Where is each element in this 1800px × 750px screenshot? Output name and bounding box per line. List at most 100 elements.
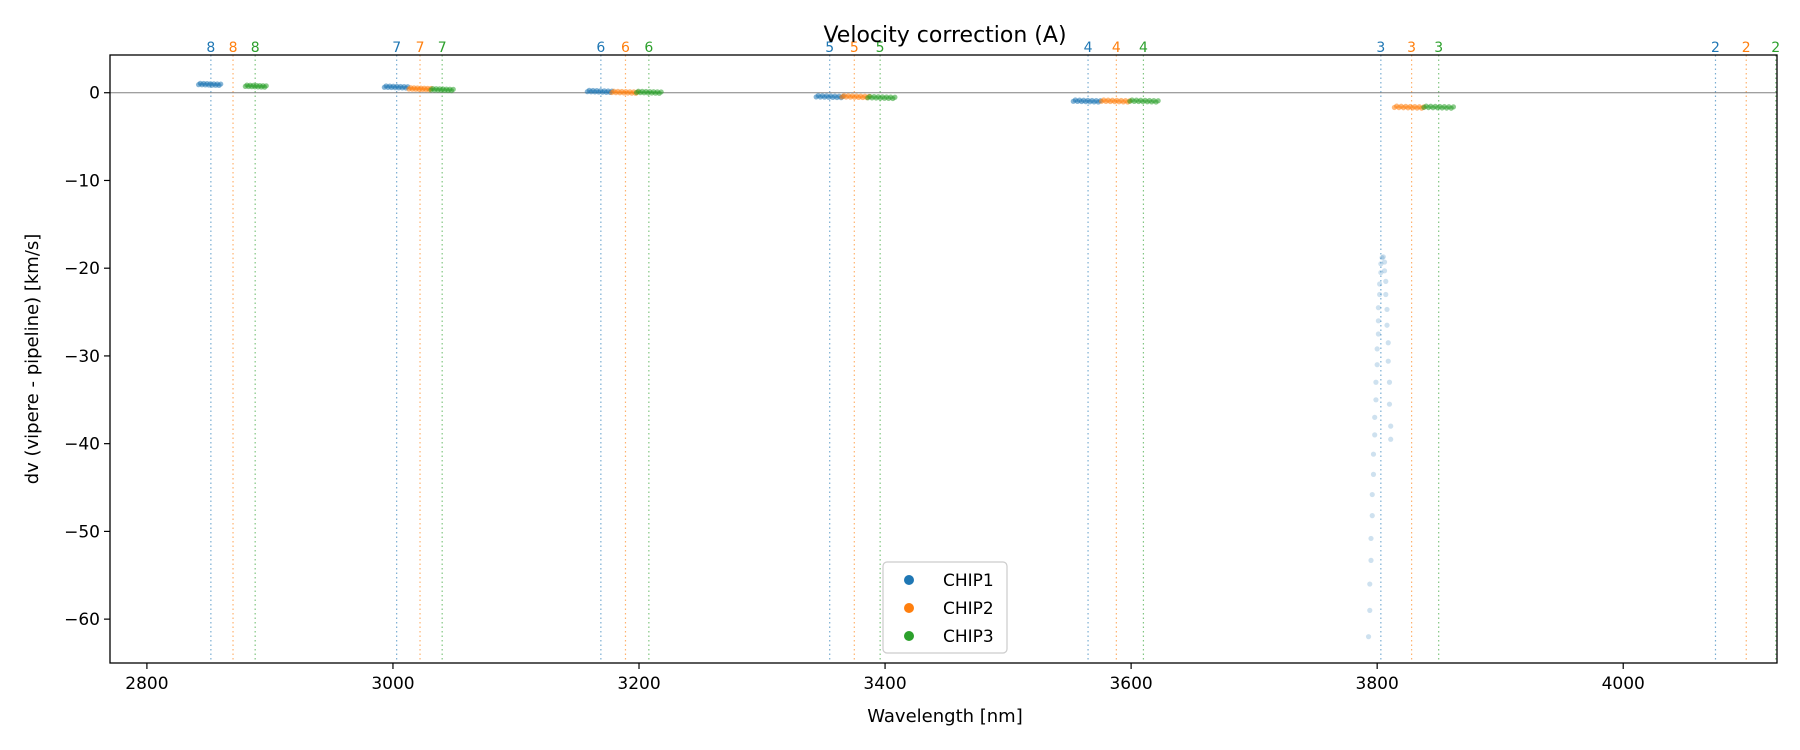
segment-chip2-0: [406, 85, 434, 93]
y-tick-label: −40: [64, 435, 100, 455]
order-label-chip2-7: 7: [416, 40, 425, 56]
order-label-chip2-4: 4: [1112, 40, 1121, 56]
outlier-point: [1373, 379, 1379, 385]
chart-title: Velocity correction (A): [823, 23, 1066, 48]
order-label-chip3-3: 3: [1434, 40, 1443, 56]
outlier-point: [1374, 346, 1380, 352]
outlier-point: [1375, 331, 1381, 337]
segment-chip3-5: [1421, 103, 1457, 111]
legend-marker-chip3: [904, 631, 914, 641]
x-axis: 2800 3000 3200 3400 3600 3800 4000: [125, 663, 1645, 694]
order-label-chip2-6: 6: [621, 40, 630, 56]
data-point: [1155, 98, 1161, 104]
order-label-chip2-2: 2: [1742, 40, 1751, 56]
outlier-point: [1372, 414, 1378, 420]
x-tick-label: 2800: [125, 674, 168, 694]
x-tick-label: 3000: [371, 674, 414, 694]
segment-chip3-2: [633, 88, 664, 96]
data-point: [892, 94, 898, 100]
y-axis: 0 −10 −20 −30 −40 −50 −60: [64, 84, 110, 630]
order-label-chip2-3: 3: [1407, 40, 1416, 56]
x-tick-label: 4000: [1602, 674, 1645, 694]
outlier-point: [1367, 607, 1373, 613]
outlier-point: [1369, 513, 1375, 519]
order-label-chip1-5: 5: [825, 40, 834, 56]
order-label-chip1-4: 4: [1084, 40, 1093, 56]
order-label-chip1-2: 2: [1711, 40, 1720, 56]
outlier-point: [1370, 451, 1377, 457]
legend-marker-chip1: [904, 575, 914, 585]
order-label-chip3-5: 5: [876, 40, 885, 56]
outlier-point: [1381, 268, 1388, 274]
outlier-point: [1368, 535, 1374, 542]
outlier-point: [1383, 278, 1389, 284]
outlier-point: [1375, 305, 1381, 311]
outlier-point: [1383, 291, 1389, 298]
data-points-layer: [195, 80, 1457, 640]
y-axis-label: dv (vipere - pipeline) [km/s]: [22, 234, 43, 485]
order-label-chip1-8: 8: [206, 40, 215, 56]
segment-chip1-0: [195, 80, 224, 89]
order-label-chip3-4: 4: [1139, 40, 1148, 56]
y-tick-label: −10: [64, 171, 100, 191]
segment-chip3-3: [865, 93, 898, 102]
order-label-chip3-2: 2: [1771, 40, 1780, 56]
order-label-chip3-8: 8: [251, 40, 260, 56]
order-label-chip1-7: 7: [392, 40, 401, 56]
x-tick-label: 3200: [617, 674, 660, 694]
order-label-chip2-5: 5: [850, 40, 859, 56]
legend: CHIP1 CHIP2 CHIP3: [882, 561, 1008, 654]
outlier-point: [1385, 358, 1391, 364]
data-point: [263, 83, 269, 89]
segment-chip3-0: [242, 82, 269, 90]
outlier-point: [1370, 471, 1377, 477]
data-point: [1450, 104, 1457, 110]
segment-chip3-4: [1127, 97, 1161, 105]
outlier-point: [1388, 436, 1394, 442]
order-label-chip1-3: 3: [1376, 40, 1385, 56]
outlier-point: [1384, 306, 1390, 313]
outlier-point: [1377, 281, 1383, 287]
order-label-chip3-7: 7: [438, 40, 447, 56]
segment-chip3-1: [428, 85, 456, 94]
y-tick-label: 0: [89, 84, 100, 104]
outlier-point: [1374, 362, 1380, 368]
outlier-point: [1369, 491, 1375, 498]
legend-label-chip1: CHIP1: [943, 571, 994, 591]
outlier-point: [1380, 254, 1386, 260]
outlier-point: [1367, 581, 1373, 587]
outlier-point: [1378, 261, 1384, 267]
outlier-point: [1384, 322, 1390, 328]
data-point: [218, 81, 224, 87]
x-tick-label: 3600: [1109, 674, 1152, 694]
data-point: [450, 86, 456, 92]
y-tick-label: −20: [64, 259, 100, 279]
legend-label-chip2: CHIP2: [943, 599, 994, 619]
data-point: [658, 89, 664, 95]
legend-marker-chip2: [904, 603, 914, 613]
outlier-point: [1386, 401, 1393, 407]
plot-frame: [109, 54, 1778, 664]
outlier-point: [1379, 255, 1385, 261]
outliers-chip1: [1365, 254, 1394, 640]
y-tick-label: −60: [64, 610, 100, 630]
order-label-chip2-8: 8: [229, 40, 238, 56]
y-tick-label: −30: [64, 347, 100, 367]
x-tick-label: 3400: [863, 674, 906, 694]
outlier-point: [1373, 397, 1379, 403]
x-tick-label: 3800: [1356, 674, 1399, 694]
y-tick-label: −50: [64, 522, 100, 542]
x-axis-label: Wavelength [nm]: [867, 706, 1023, 727]
order-label-chip1-6: 6: [596, 40, 605, 56]
outlier-point: [1381, 259, 1388, 265]
outlier-point: [1372, 432, 1378, 438]
outlier-point: [1375, 318, 1381, 324]
outlier-point: [1368, 557, 1374, 563]
outlier-point: [1365, 634, 1372, 640]
outlier-point: [1386, 379, 1393, 385]
order-labels-layer: 8 7 6 5 4 3 2 8 7 6 5 4 3 2 8 7 6 5 4 3 2: [206, 40, 1780, 56]
outlier-point: [1385, 340, 1391, 346]
outlier-point: [1378, 269, 1384, 276]
legend-label-chip3: CHIP3: [943, 627, 994, 647]
